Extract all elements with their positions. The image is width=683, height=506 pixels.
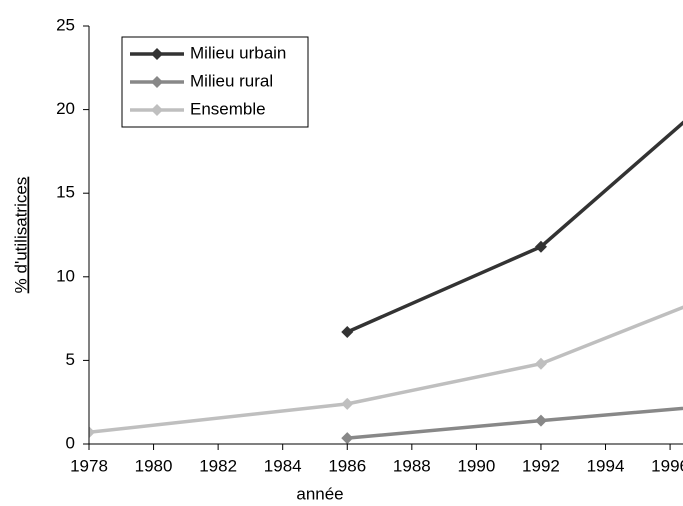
x-tick-label: 1984 <box>264 456 302 475</box>
legend-marker <box>151 76 163 88</box>
legend-label: Milieu urbain <box>190 43 286 62</box>
data-point <box>89 426 95 439</box>
x-tick-label: 1986 <box>328 456 366 475</box>
plot-area <box>89 120 683 445</box>
data-point <box>534 414 547 427</box>
x-tick-label: 1996 <box>651 456 683 475</box>
y-axis-label: % d'utilisatrices <box>11 177 30 294</box>
legend-label: Ensemble <box>190 99 266 118</box>
x-tick-label: 1982 <box>199 456 237 475</box>
data-point <box>534 240 547 253</box>
y-tick-label: 20 <box>56 99 75 118</box>
data-point <box>534 357 547 370</box>
series-line <box>89 305 683 435</box>
x-tick-label: 1990 <box>457 456 495 475</box>
y-tick-label: 5 <box>66 350 75 369</box>
x-tick-label: 1992 <box>522 456 560 475</box>
legend-marker <box>151 48 163 60</box>
y-tick-label: 10 <box>56 266 75 285</box>
y-tick-label: 15 <box>56 183 75 202</box>
legend-marker <box>151 104 163 116</box>
y-tick-label: 0 <box>66 433 75 452</box>
series-line <box>347 406 683 440</box>
legend-label: Milieu rural <box>190 71 273 90</box>
x-axis-label: année <box>296 484 343 503</box>
y-tick-label: 25 <box>56 15 75 34</box>
data-point <box>341 397 354 410</box>
x-tick-label: 1978 <box>70 456 108 475</box>
x-tick-label: 1980 <box>135 456 173 475</box>
x-tick-label: 1988 <box>393 456 431 475</box>
data-point <box>341 432 354 445</box>
x-tick-label: 1994 <box>587 456 625 475</box>
data-point <box>341 325 354 338</box>
series-line <box>346 120 683 334</box>
